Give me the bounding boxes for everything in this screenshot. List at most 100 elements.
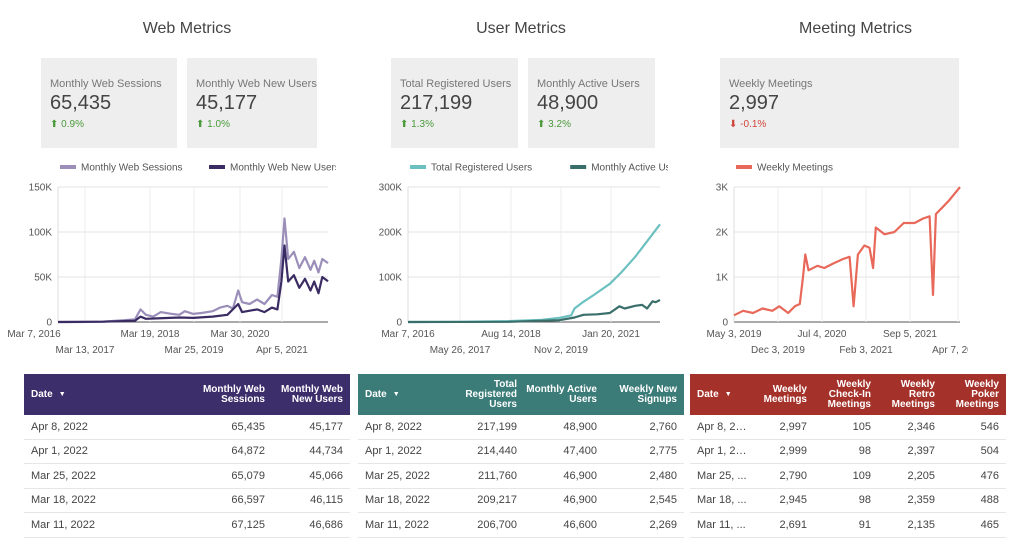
column-header-date[interactable]: Date ▼ [697, 388, 732, 400]
x-tick-label: Apr 5, 2021 [256, 345, 308, 356]
cell-value: 211,760 [478, 469, 517, 482]
cell-value: 98 [858, 494, 871, 507]
column-header[interactable]: Monthly Active Users [526, 383, 597, 405]
arrow-up-icon: ⬆ [50, 119, 59, 130]
cell-value: 66,597 [231, 494, 265, 507]
scorecard-value: 2,997 [729, 92, 780, 114]
cell-value: 2,480 [649, 469, 677, 482]
cell-value: 47,400 [563, 445, 597, 458]
y-tick-label: 150K [29, 183, 53, 194]
x-tick-label: Mar 30, 2020 [211, 329, 270, 340]
cell-value: 91 [858, 518, 871, 531]
cell-value: 2,359 [907, 494, 935, 507]
y-tick-label: 300K [379, 183, 403, 194]
scorecard-label: Monthly Web New Users [196, 78, 317, 90]
table-row[interactable]: Apr 8, 20... 2,997 105 2,346 546 [690, 415, 1006, 440]
scorecard-delta: ⬆ 3.2% [537, 119, 571, 130]
column-header-date[interactable]: Date ▼ [31, 388, 66, 400]
table-row[interactable]: Apr 1, 2022 214,440 47,400 2,775 [358, 440, 684, 464]
cell-value: 476 [980, 469, 999, 482]
x-tick-label: Sep 5, 2021 [883, 329, 937, 340]
column-header[interactable]: Weekly Poker Meetings [955, 378, 999, 410]
table-row[interactable]: Mar 11, 2022 67,125 46,686 [24, 513, 350, 538]
web-metrics-table: Date ▼ Monthly Web Sessions Monthly Web New… [24, 374, 350, 538]
table-row[interactable]: Mar 25, 2022 211,760 46,900 2,480 [358, 464, 684, 489]
table-row[interactable]: Apr 8, 2022 217,199 48,900 2,760 [358, 415, 684, 440]
x-tick-label: Mar 13, 2017 [56, 345, 115, 356]
column-header[interactable]: Weekly Retro Meetings [891, 378, 935, 410]
line-chart-svg: Total Registered Users Monthly Active Use… [379, 163, 668, 357]
cell-date: Mar 18, ... [697, 494, 747, 507]
cell-value: 2,397 [907, 445, 935, 458]
cell-value: 2,775 [649, 445, 677, 458]
cell-date: Apr 1, 20... [697, 445, 750, 458]
table-row[interactable]: Mar 18, 2022 66,597 46,115 [24, 489, 350, 513]
table-row[interactable]: Mar 18, 2022 209,217 46,900 2,545 [358, 489, 684, 513]
scorecard-delta: ⬇ -0.1% [729, 119, 767, 130]
x-tick-label: Apr 7, 2022 [932, 345, 968, 356]
column-header[interactable]: Weekly New Signups [619, 383, 677, 405]
user-metrics-title: User Metrics [476, 20, 566, 37]
column-header[interactable]: Monthly Web Sessions [202, 383, 265, 405]
cell-date: Apr 8, 2022 [31, 420, 88, 433]
cell-value: 46,115 [310, 494, 343, 507]
scorecard-label: Weekly Meetings [729, 78, 813, 90]
legend-item: Monthly Active Users [570, 163, 668, 174]
line-chart-svg: Monthly Web Sessions Monthly Web New User… [7, 163, 336, 357]
y-tick-label: 0 [46, 318, 52, 329]
scorecard-delta: ⬆ 0.9% [50, 119, 84, 130]
cell-date: Mar 11, ... [697, 518, 746, 531]
column-header[interactable]: Weekly Meetings [763, 383, 807, 405]
table-row[interactable]: Mar 11, 2022 206,700 46,600 2,269 [358, 513, 684, 538]
sort-descending-icon[interactable]: ▼ [724, 390, 732, 398]
cell-value: 45,066 [309, 469, 343, 482]
column-header[interactable]: Weekly Check-In Meetings [827, 378, 871, 410]
table-row[interactable]: Apr 1, 2022 64,872 44,734 [24, 440, 350, 464]
x-tick-label: May 26, 2017 [430, 345, 491, 356]
user-metrics-table: Date ▼ Total Registered Users Monthly Activ… [358, 374, 684, 538]
table-row[interactable]: Mar 25, 2022 65,079 45,066 [24, 464, 350, 489]
table-row[interactable]: Apr 1, 20... 2,999 98 2,397 504 [690, 440, 1006, 464]
cell-value: 2,346 [907, 420, 935, 433]
cell-value: 2,691 [779, 518, 807, 531]
table-row[interactable]: Mar 25, ... 2,790 109 2,205 476 [690, 464, 1006, 489]
registered-users-scorecard: Total Registered Users 217,199 ⬆ 1.3% [391, 58, 518, 148]
y-tick-label: 100K [379, 273, 403, 284]
meeting-metrics-table: Date ▼ Weekly Meetings Weekly Check-In Meet… [690, 374, 1006, 538]
cell-value: 214,440 [477, 445, 517, 458]
arrow-down-icon: ⬇ [729, 119, 738, 130]
sort-descending-icon[interactable]: ▼ [392, 390, 400, 398]
column-header[interactable]: Monthly Web New Users [280, 383, 343, 405]
cell-value: 2,760 [649, 420, 677, 433]
column-header-date[interactable]: Date ▼ [365, 388, 400, 400]
user-metrics-chart: Total Registered Users Monthly Active Use… [356, 155, 668, 360]
table-header: Date ▼ Monthly Web Sessions Monthly Web New… [24, 374, 350, 415]
series-line [733, 186, 961, 317]
legend-label: Monthly Active Users [591, 163, 668, 174]
cell-value: 2,135 [907, 518, 935, 531]
series-line [57, 244, 329, 324]
cell-date: Mar 11, 2022 [365, 518, 430, 531]
cell-date: Apr 1, 2022 [365, 445, 422, 458]
cell-value: 105 [852, 420, 871, 433]
scorecard-label: Total Registered Users [400, 78, 512, 90]
column-header[interactable]: Total Registered Users [465, 378, 517, 410]
cell-value: 46,686 [309, 518, 343, 531]
table-header: Date ▼ Total Registered Users Monthly Activ… [358, 374, 684, 415]
sort-descending-icon[interactable]: ▼ [58, 390, 66, 398]
cell-date: Mar 18, 2022 [365, 494, 430, 507]
web-new-users-scorecard: Monthly Web New Users 45,177 ⬆ 1.0% [187, 58, 317, 148]
cell-value: 46,900 [563, 469, 597, 482]
table-row[interactable]: Apr 8, 2022 65,435 45,177 [24, 415, 350, 440]
cell-value: 2,999 [779, 445, 807, 458]
table-row[interactable]: Mar 18, ... 2,945 98 2,359 488 [690, 489, 1006, 513]
y-tick-label: 0 [722, 318, 728, 329]
x-tick-label: Feb 3, 2021 [839, 345, 893, 356]
scorecard-value: 217,199 [400, 92, 473, 114]
line-chart-svg: Weekly Meetings 0 1K 2K 3K May 3, 2019 Dec 3, … [706, 163, 968, 357]
active-users-scorecard: Monthly Active Users 48,900 ⬆ 3.2% [528, 58, 655, 148]
meeting-metrics-title: Meeting Metrics [799, 20, 912, 37]
table-row[interactable]: Mar 11, ... 2,691 91 2,135 465 [690, 513, 1006, 538]
cell-value: 504 [980, 445, 999, 458]
cell-value: 465 [980, 518, 999, 531]
